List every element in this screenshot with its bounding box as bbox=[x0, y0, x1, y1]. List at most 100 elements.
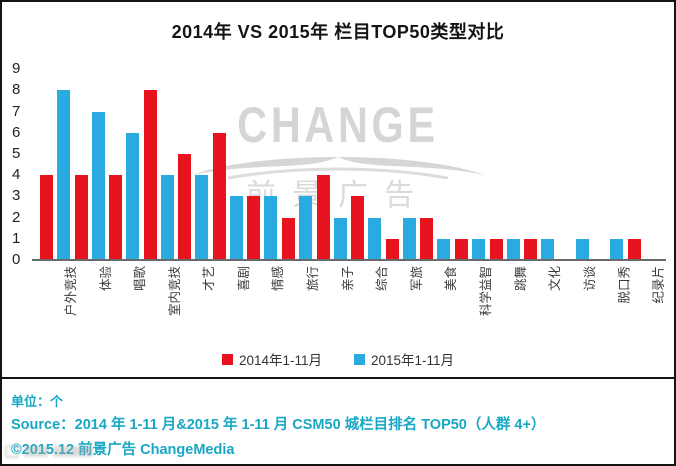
y-tick: 1 bbox=[12, 229, 21, 247]
x-axis-label: 美食 bbox=[444, 266, 459, 292]
bar-2014 bbox=[454, 238, 468, 260]
bar-group: 科学益智 bbox=[454, 60, 493, 316]
x-axis-label: 跳舞 bbox=[513, 266, 528, 292]
bar-group: 唱歌 bbox=[109, 60, 147, 291]
corner-watermark-icon bbox=[5, 444, 19, 458]
unit-note: 单位：个 bbox=[11, 394, 64, 409]
copyright-note: ©2015.12 前景广告 ChangeMedia bbox=[11, 442, 235, 458]
bar-2015 bbox=[541, 238, 555, 260]
bar-2015 bbox=[160, 175, 174, 260]
legend: 2014年1-11月 2015年1-11月 bbox=[2, 349, 674, 369]
x-axis-label: 科学益智 bbox=[478, 266, 493, 317]
bar-group: 亲子 bbox=[316, 60, 355, 291]
section-divider bbox=[2, 377, 674, 379]
bar-2014 bbox=[109, 175, 123, 260]
x-axis-label: 才艺 bbox=[202, 266, 217, 292]
legend-label: 2015年1-11月 bbox=[371, 353, 455, 368]
bar-2014 bbox=[385, 238, 399, 260]
bar-group: 访谈 bbox=[559, 60, 597, 291]
bar-group: 军旅 bbox=[385, 60, 424, 291]
bar-2014 bbox=[178, 154, 192, 260]
plot-area: 户外竞技 体验 唱歌 室内竞技 才艺 喜剧 情感 旅行 亲子 综合 军旅 美食 科学益智 跳舞 文化 访谈 脱口… bbox=[40, 60, 666, 316]
bar-group: 跳舞 bbox=[489, 60, 528, 291]
corner-watermark-blur bbox=[53, 445, 93, 457]
bar-2014 bbox=[40, 175, 53, 260]
bar-group: 才艺 bbox=[178, 60, 216, 291]
x-axis-label: 综合 bbox=[375, 266, 390, 292]
x-axis-label: 体验 bbox=[98, 266, 113, 292]
y-tick: 9 bbox=[12, 60, 21, 78]
bar-group: 喜剧 bbox=[212, 60, 251, 291]
bar-2014 bbox=[351, 196, 365, 260]
bar-2014 bbox=[316, 175, 330, 260]
bar-2015 bbox=[299, 196, 313, 260]
x-axis-line bbox=[32, 259, 666, 261]
bar-2015 bbox=[333, 217, 347, 260]
y-tick: 4 bbox=[12, 166, 21, 184]
wings-swoosh-icon bbox=[192, 157, 484, 179]
x-axis-label: 军旅 bbox=[409, 266, 424, 292]
x-axis-label: 旅行 bbox=[306, 266, 321, 292]
y-tick: 0 bbox=[12, 251, 21, 268]
bar-2015 bbox=[610, 238, 624, 260]
watermark-brand-text: CHANGE bbox=[237, 95, 439, 154]
bar-group: 美食 bbox=[420, 60, 458, 291]
bar-group: 文化 bbox=[524, 60, 562, 291]
corner-watermark-blur bbox=[24, 445, 48, 457]
bar-2014 bbox=[489, 238, 503, 260]
source-note: Source：2014 年 1-11 月&2015 年 1-11 月 CSM50… bbox=[11, 417, 546, 433]
legend-label: 2014年1-11月 bbox=[238, 353, 322, 368]
y-axis: 0 1 2 3 4 5 6 7 8 9 bbox=[9, 60, 33, 268]
bar-group: 旅行 bbox=[282, 60, 320, 291]
bar-group: 户外竞技 bbox=[40, 60, 78, 316]
y-tick: 7 bbox=[12, 102, 21, 120]
bar-group: 情感 bbox=[247, 60, 285, 291]
bar-2014 bbox=[143, 90, 157, 260]
y-tick: 3 bbox=[12, 187, 21, 205]
bar-group: 纪录片 bbox=[627, 60, 666, 304]
y-tick: 8 bbox=[12, 81, 21, 99]
x-axis-label: 情感 bbox=[271, 266, 286, 292]
x-axis-label: 访谈 bbox=[582, 266, 597, 292]
bar-2014 bbox=[247, 196, 261, 260]
x-axis-label: 喜剧 bbox=[236, 266, 251, 292]
bar-group: 室内竞技 bbox=[143, 60, 182, 316]
y-tick: 5 bbox=[12, 145, 21, 162]
legend-item-2014: 2014年1-11月 bbox=[221, 349, 322, 369]
x-axis-label: 纪录片 bbox=[651, 266, 666, 304]
x-axis-label: 脱口秀 bbox=[617, 266, 632, 304]
chart-title: 2014年 VS 2015年 栏目TOP50类型对比 bbox=[171, 22, 505, 42]
legend-swatch bbox=[221, 353, 233, 365]
bar-2014 bbox=[420, 217, 434, 260]
bar-group: 体验 bbox=[74, 60, 113, 291]
bar-2015 bbox=[575, 238, 589, 260]
bar-group: 脱口秀 bbox=[593, 60, 631, 304]
bar-2014 bbox=[212, 132, 226, 260]
bar-group: 综合 bbox=[351, 60, 389, 291]
bar-2015 bbox=[402, 217, 416, 260]
x-axis-label: 亲子 bbox=[340, 266, 355, 292]
bar-2015 bbox=[91, 111, 105, 260]
bar-2015 bbox=[229, 196, 243, 260]
bar-2015 bbox=[264, 196, 278, 260]
corner-watermark bbox=[5, 441, 117, 461]
x-axis-label: 室内竞技 bbox=[167, 266, 182, 317]
bar-2015 bbox=[437, 238, 451, 260]
legend-item-2015: 2015年1-11月 bbox=[354, 349, 454, 369]
bar-2015 bbox=[126, 132, 140, 260]
y-tick: 6 bbox=[12, 123, 21, 141]
x-axis-label: 唱歌 bbox=[133, 266, 148, 292]
bar-2014 bbox=[282, 217, 296, 260]
x-axis-label: 户外竞技 bbox=[64, 266, 78, 317]
bar-2014 bbox=[524, 238, 538, 260]
legend-swatch bbox=[354, 353, 365, 365]
y-tick: 2 bbox=[12, 208, 21, 226]
bar-2015 bbox=[368, 217, 382, 260]
bar-2015 bbox=[506, 238, 520, 260]
bar-2015 bbox=[195, 175, 209, 260]
bar-2014 bbox=[74, 175, 88, 260]
bar-2015 bbox=[57, 90, 70, 260]
x-axis-label: 文化 bbox=[548, 266, 563, 292]
bar-2014 bbox=[627, 238, 641, 260]
